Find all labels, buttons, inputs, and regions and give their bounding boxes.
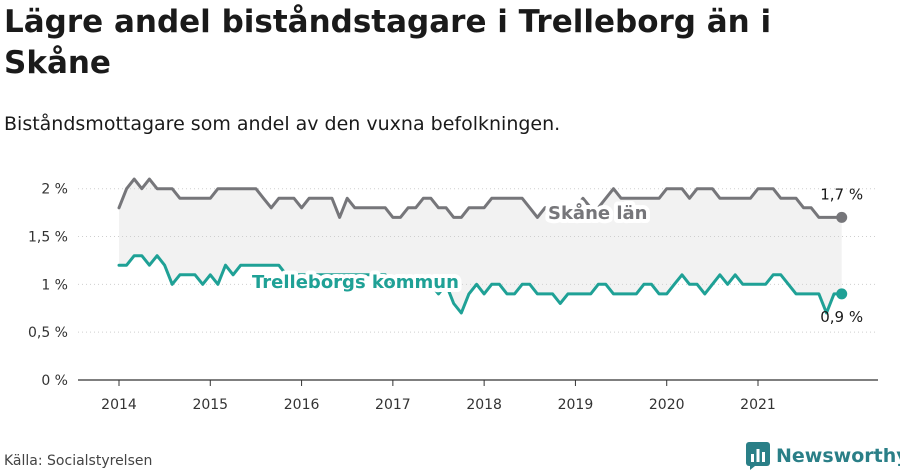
brand-name: Newsworthy <box>776 445 900 467</box>
x-tick-label: 2019 <box>558 397 594 413</box>
y-tick-label: 1,5 % <box>28 230 68 246</box>
range-band-area <box>119 179 842 313</box>
series-name-label: Trelleborgs kommun <box>252 272 459 293</box>
x-tick-label: 2015 <box>192 397 228 413</box>
y-tick-label: 2 % <box>41 182 68 198</box>
series-end-label: 1,7 % <box>820 185 863 203</box>
x-axis: 2014 2015 2016 2017 2018 2019 2020 2021 <box>78 379 878 413</box>
series-end-label: 0,9 % <box>820 308 863 326</box>
chart-subtitle: Biståndsmottagare som andel av den vuxna… <box>4 113 561 135</box>
brand-logo[interactable]: Newsworthy <box>746 441 900 471</box>
label-layer: 1,7 % 0,9 % Skåne län Trelleborgs kommun <box>248 185 863 326</box>
range-band <box>119 179 842 313</box>
y-tick-label: 1 % <box>41 277 68 293</box>
y-tick-label: 0 % <box>41 373 68 389</box>
y-tick-label: 0,5 % <box>28 325 68 341</box>
series-end-marker <box>836 288 848 300</box>
x-tick-label: 2017 <box>375 397 411 413</box>
x-tick-label: 2014 <box>101 397 137 413</box>
x-tick-label: 2020 <box>649 397 685 413</box>
source-note: Källa: Socialstyrelsen <box>4 453 153 469</box>
x-tick-label: 2016 <box>284 397 320 413</box>
series-end-marker <box>836 211 848 223</box>
series-line <box>117 254 844 315</box>
newsworthy-logo-icon <box>746 442 770 470</box>
x-tick-label: 2018 <box>466 397 502 413</box>
series-layer <box>117 177 848 315</box>
x-tick-label: 2021 <box>740 397 776 413</box>
series-name-label: Skåne län <box>548 202 648 224</box>
chart-title: Lägre andel biståndstagare i Trelleborg … <box>4 4 772 81</box>
series-line <box>117 177 844 219</box>
